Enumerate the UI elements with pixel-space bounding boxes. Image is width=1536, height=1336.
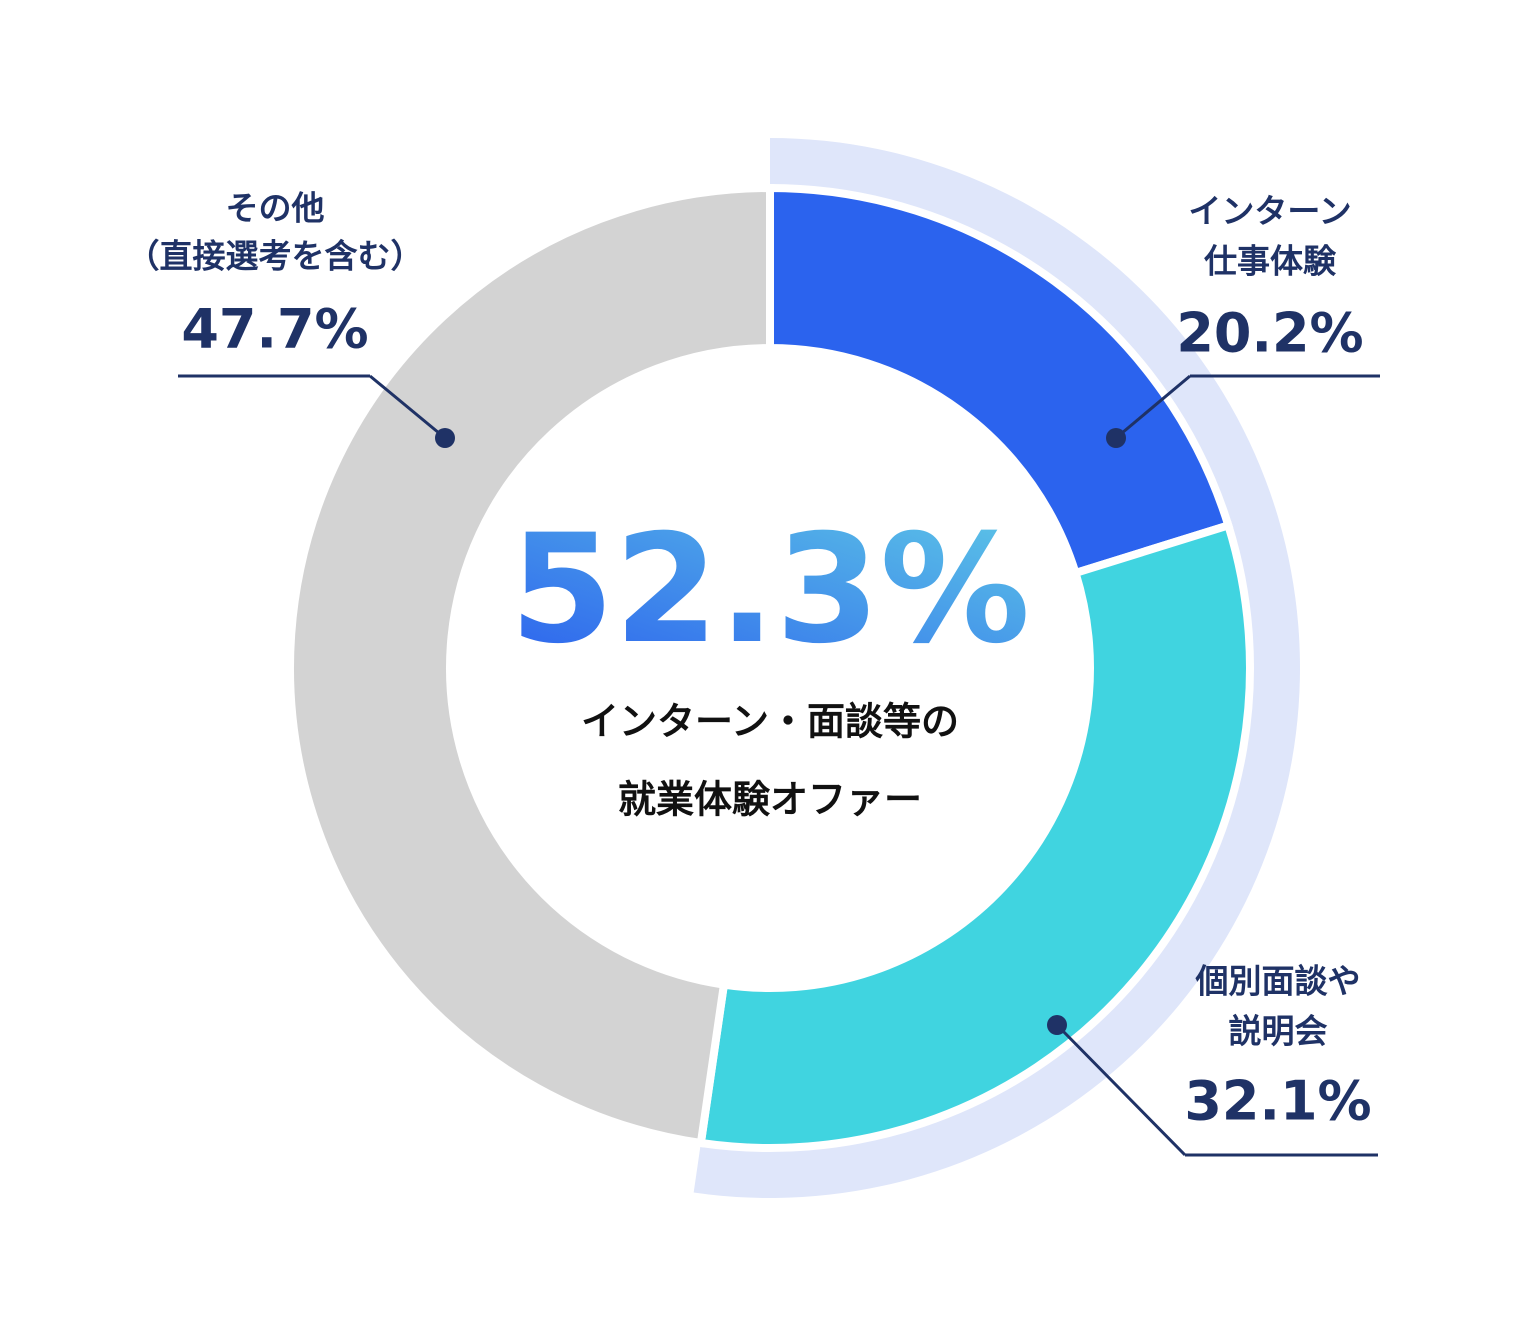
- center-text: インターン・面談等の: [581, 700, 959, 744]
- value-label: 47.7%: [181, 298, 368, 361]
- donut-segment: [286, 183, 774, 1148]
- value-label: 20.2%: [1176, 302, 1363, 365]
- donut-segment: [766, 183, 1234, 578]
- value-label: 32.1%: [1184, 1070, 1371, 1133]
- center-value: 52.3%: [510, 503, 1030, 677]
- leader-line: [1115, 374, 1191, 440]
- category-label: その他: [226, 189, 325, 228]
- leader-dot: [1106, 428, 1126, 448]
- category-label: 個別面談や: [1195, 962, 1361, 1001]
- category-label: 説明会: [1229, 1012, 1328, 1051]
- donut: [286, 138, 1300, 1198]
- center-text: 就業体験オファー: [618, 778, 922, 822]
- leader-dot: [1047, 1015, 1067, 1035]
- leader-dot: [435, 428, 455, 448]
- category-label: （直接選考を含む）: [127, 237, 424, 276]
- leader-line: [369, 374, 446, 440]
- category-label: インターン: [1188, 192, 1351, 231]
- category-label: 仕事体験: [1204, 242, 1337, 281]
- leader-line: [1055, 1023, 1187, 1157]
- donut-segment: [696, 520, 1254, 1152]
